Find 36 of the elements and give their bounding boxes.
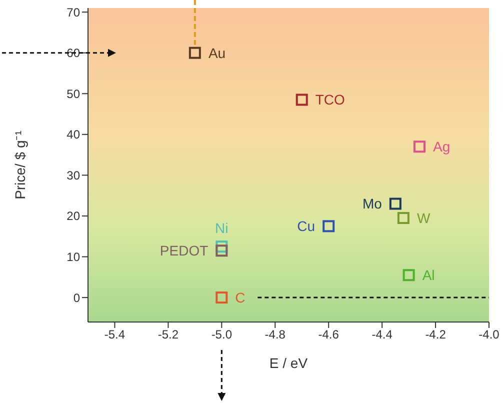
y-tick-label: 0 [73, 290, 80, 305]
x-tick-label: -4.2 [425, 328, 446, 342]
point [402, 269, 415, 282]
point [322, 220, 335, 232]
y-tick-label: 10 [66, 250, 80, 264]
series-label: Cu [297, 218, 316, 234]
point [216, 244, 228, 257]
point [188, 46, 201, 59]
y-tick-label: 30 [66, 168, 80, 182]
y-tick-label: 40 [66, 128, 80, 142]
x-tick-label: -4.8 [264, 328, 286, 342]
point [216, 292, 228, 304]
x-tick-label: -4.6 [318, 328, 340, 342]
series-label: PEDOT [160, 242, 209, 259]
series-label: C [235, 290, 246, 306]
series-label: Ag [433, 138, 450, 155]
y-tick-label: 20 [66, 209, 80, 224]
x-tick-label: -5.0 [211, 328, 232, 342]
series-label: TCO [315, 92, 346, 108]
x-tick-label: -4.0 [478, 328, 500, 342]
y-tick-label: 70 [66, 5, 80, 20]
series-label: Mo [362, 196, 382, 212]
x-tick-label: -5.4 [104, 328, 126, 342]
x-tick-label: -4.4 [372, 328, 393, 342]
point [389, 198, 402, 210]
x-axis-title: E / eV [269, 355, 308, 371]
series-label: W [416, 210, 431, 226]
y-axis-title: Price/ $ g⁻¹ [12, 130, 28, 200]
x-tick-label: -5.2 [158, 328, 179, 342]
y-tick-label: 50 [66, 86, 80, 101]
point [397, 212, 410, 224]
series-label: Al [422, 267, 435, 284]
point [296, 94, 308, 106]
series-label: Ni [215, 220, 228, 236]
point [413, 140, 426, 153]
series-label: Au [208, 44, 226, 61]
